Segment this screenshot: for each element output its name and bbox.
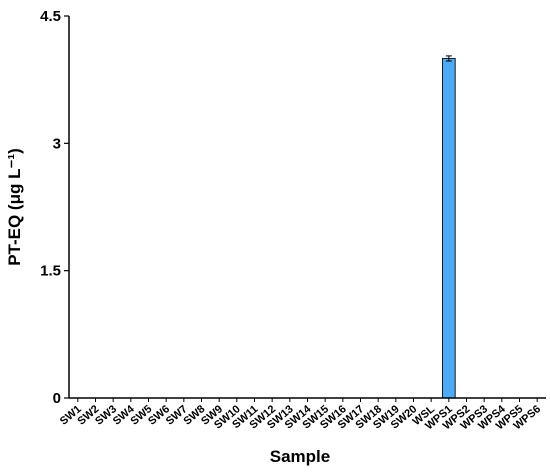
y-tick-label: 0 xyxy=(53,390,61,407)
bar xyxy=(441,57,456,399)
y-tick-label: 1.5 xyxy=(40,263,61,280)
y-tick-label: 3 xyxy=(53,135,61,152)
x-axis-label: Sample xyxy=(270,447,330,466)
y-tick-label: 4.5 xyxy=(40,8,61,25)
error-bar xyxy=(445,55,452,62)
y-axis-label: PT-EQ (μg L⁻¹) xyxy=(5,148,24,266)
